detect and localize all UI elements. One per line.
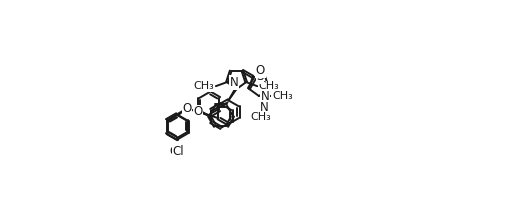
Text: N: N bbox=[261, 90, 269, 102]
Text: O: O bbox=[183, 102, 192, 115]
Text: CH₃: CH₃ bbox=[259, 81, 279, 91]
Text: N: N bbox=[260, 101, 269, 114]
Text: CH₃: CH₃ bbox=[194, 81, 214, 91]
Text: CH₃: CH₃ bbox=[251, 112, 271, 122]
Text: O: O bbox=[256, 64, 265, 77]
Text: N: N bbox=[230, 76, 239, 89]
Text: CH₃: CH₃ bbox=[272, 91, 293, 101]
Text: S: S bbox=[256, 70, 263, 83]
Text: Cl: Cl bbox=[172, 145, 184, 158]
Text: Cl: Cl bbox=[169, 145, 181, 158]
Text: O: O bbox=[193, 105, 203, 118]
